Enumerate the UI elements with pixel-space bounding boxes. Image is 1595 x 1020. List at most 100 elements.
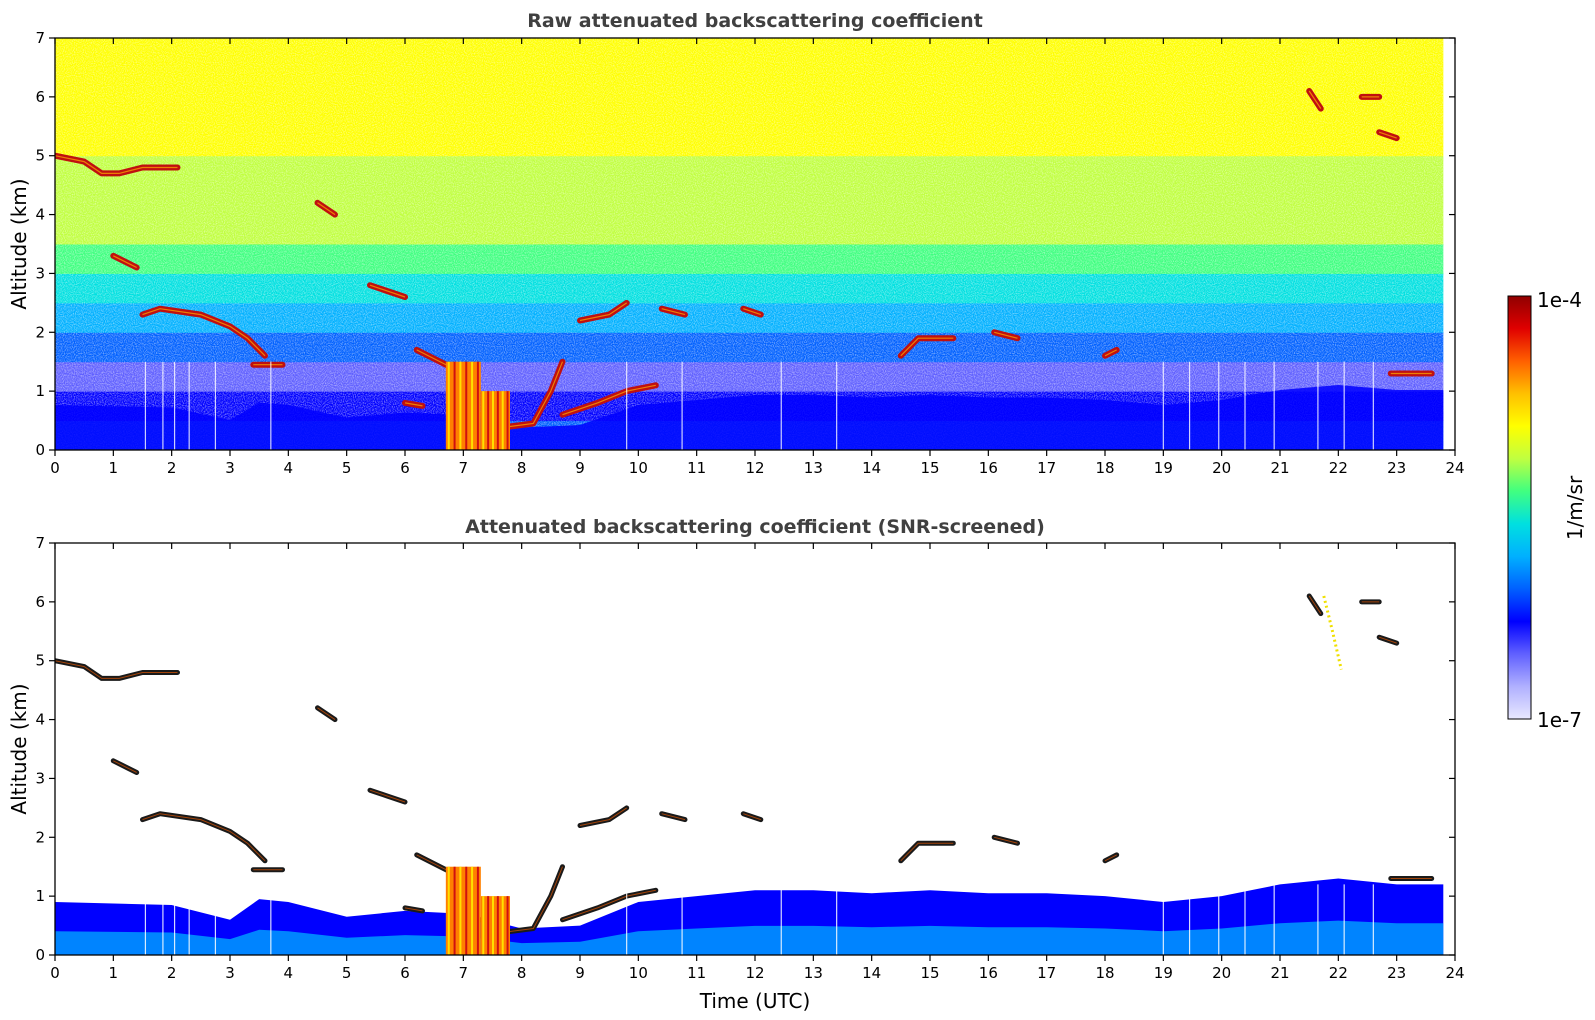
screened-panel: Attenuated backscattering coefficient (S…	[7, 516, 1465, 1013]
screened-cloud-edge	[404, 907, 423, 912]
screened-cloud-edge	[994, 836, 1018, 844]
x-tick-label: 4	[284, 964, 294, 982]
y-tick-label: 3	[35, 769, 45, 787]
screened-cloud-edge	[1104, 854, 1117, 862]
y-tick-label: 4	[35, 206, 45, 224]
raw-cloud-core	[562, 384, 656, 416]
raw-precip-column	[480, 391, 510, 450]
x-tick-label: 3	[225, 964, 235, 982]
raw-cloud-core	[743, 308, 761, 316]
screened-cloud-edge	[900, 842, 954, 862]
raw-cloud-core	[1308, 90, 1322, 109]
x-tick-label: 20	[1212, 964, 1231, 982]
x-tick-label: 24	[1445, 964, 1464, 982]
x-tick-label: 1	[109, 964, 119, 982]
x-tick-label: 10	[629, 964, 648, 982]
raw-cloud-core	[579, 302, 628, 322]
raw-cloud-core	[369, 284, 406, 298]
x-tick-label: 2	[167, 964, 177, 982]
x-tick-label: 13	[804, 459, 823, 477]
y-tick-label: 1	[35, 887, 45, 905]
y-tick-label: 6	[35, 88, 45, 106]
raw-cloud-core	[404, 402, 423, 407]
y-tick-label: 5	[35, 147, 45, 165]
screened-ice-streak	[1322, 595, 1343, 670]
x-tick-label: 21	[1270, 459, 1289, 477]
raw-cloud-core	[55, 155, 178, 174]
x-tick-label: 5	[342, 459, 352, 477]
raw-y-axis-label: Altitude (km)	[7, 178, 31, 309]
x-tick-label: 0	[50, 964, 60, 982]
x-tick-label: 8	[517, 964, 527, 982]
colorbar-bar	[1507, 295, 1532, 720]
raw-cloud-core	[1104, 349, 1117, 357]
x-tick-label: 11	[687, 964, 706, 982]
screened-cloud-edge	[55, 660, 178, 679]
screened-heatmap	[55, 593, 1444, 955]
x-tick-label: 19	[1154, 459, 1173, 477]
x-tick-label: 15	[920, 964, 939, 982]
x-tick-label: 11	[687, 459, 706, 477]
screened-cloud-layer	[577, 805, 630, 828]
screened-cloud-edge	[369, 789, 406, 803]
x-tick-label: 10	[629, 459, 648, 477]
x-tick-label: 16	[979, 459, 998, 477]
screened-cloud-edge	[661, 813, 686, 821]
x-tick-label: 8	[517, 459, 527, 477]
screened-cloud-layer	[898, 840, 956, 864]
x-tick-label: 19	[1154, 964, 1173, 982]
y-tick-label: 0	[35, 946, 45, 964]
x-tick-label: 23	[1387, 964, 1406, 982]
x-tick-label: 13	[804, 964, 823, 982]
x-tick-label: 22	[1329, 964, 1348, 982]
screened-y-axis-label: Altitude (km)	[7, 683, 31, 814]
x-tick-label: 22	[1329, 459, 1348, 477]
raw-cloud-core	[1379, 131, 1397, 139]
y-tick-label: 2	[35, 323, 45, 341]
raw-heatmap	[55, 38, 1444, 450]
y-tick-label: 6	[35, 593, 45, 611]
x-tick-label: 23	[1387, 459, 1406, 477]
x-tick-label: 6	[400, 459, 410, 477]
colorbar-max-label: 1e-4	[1537, 288, 1582, 312]
screened-boundary-layer-core	[55, 920, 1444, 955]
screened-cloud-edge	[562, 889, 656, 921]
x-tick-label: 24	[1445, 459, 1464, 477]
x-tick-label: 21	[1270, 964, 1289, 982]
screened-cloud-edge	[1379, 636, 1397, 644]
screened-cloud-edge	[743, 813, 761, 821]
x-tick-label: 12	[745, 964, 764, 982]
x-tick-label: 17	[1037, 964, 1056, 982]
x-tick-label: 14	[862, 964, 881, 982]
raw-noise-speckle	[55, 38, 1444, 450]
x-axis-label: Time (UTC)	[699, 989, 811, 1013]
x-tick-label: 18	[1095, 459, 1114, 477]
raw-panel-title: Raw attenuated backscattering coefficien…	[527, 10, 983, 32]
y-tick-label: 5	[35, 652, 45, 670]
screened-cloud-edge	[1308, 595, 1322, 614]
raw-axes: 0 1 2 3 4 5 6 7 8 9 10 11 12 13 14 15 16 17 18 19 20 21 22 23 24…	[35, 29, 1464, 477]
raw-precip-column	[445, 361, 481, 450]
raw-cloud-core	[900, 337, 954, 357]
y-tick-label: 3	[35, 264, 45, 282]
x-tick-label: 0	[50, 459, 60, 477]
screened-cloud-edge	[113, 760, 137, 773]
y-tick-label: 0	[35, 441, 45, 459]
raw-cloud-core	[317, 202, 336, 216]
screened-precip-column	[480, 896, 510, 955]
y-tick-label: 2	[35, 828, 45, 846]
screened-axes: 0 1 2 3 4 5 6 7 8 9 10 11 12 13 14 15 16 17 18 19 20 21 22 23 24…	[35, 534, 1464, 982]
x-tick-label: 6	[400, 964, 410, 982]
x-tick-label: 15	[920, 459, 939, 477]
x-tick-label: 14	[862, 459, 881, 477]
raw-cloud-core	[661, 308, 686, 316]
x-tick-label: 2	[167, 459, 177, 477]
colorbar-unit-label: 1/m/sr	[1563, 475, 1587, 540]
screened-cloud-edge	[317, 707, 336, 721]
x-tick-label: 16	[979, 964, 998, 982]
raw-cloud-core	[994, 331, 1018, 339]
x-tick-label: 1	[109, 459, 119, 477]
x-tick-label: 4	[284, 459, 294, 477]
screened-cloud-layer	[55, 658, 180, 681]
